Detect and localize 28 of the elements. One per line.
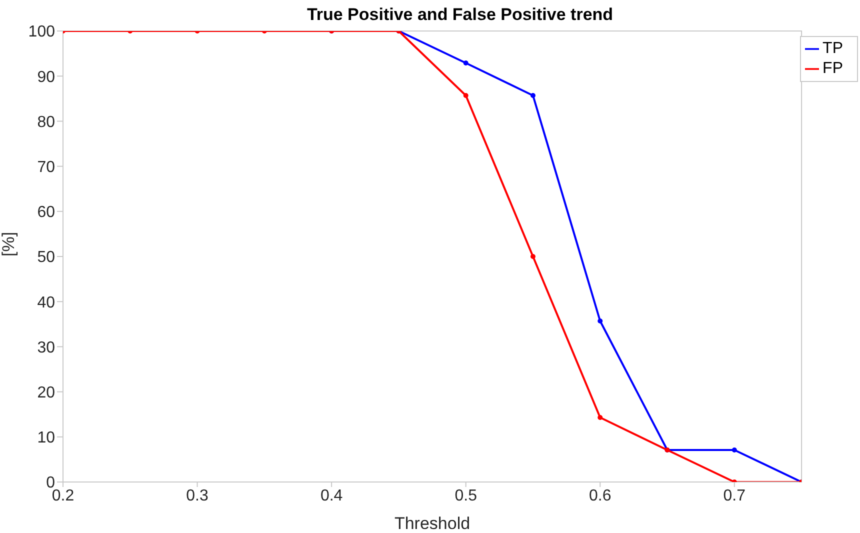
x-axis-title: Threshold <box>394 514 470 533</box>
x-tick-label: 0.3 <box>186 487 208 504</box>
point <box>530 92 536 98</box>
x-tick-label: 0.7 <box>723 487 746 504</box>
x-tick-label: 0.4 <box>320 487 343 504</box>
y-tick-label: 80 <box>37 114 56 131</box>
y-tick-label: 50 <box>37 249 56 266</box>
x-tick-label: 0.5 <box>454 487 478 504</box>
chart-title: True Positive and False Positive trend <box>306 5 614 24</box>
y-tick-label: 30 <box>37 339 56 356</box>
legend-label: TP <box>822 40 843 57</box>
point <box>463 60 468 66</box>
y-tick-label: 90 <box>37 68 56 86</box>
point <box>598 415 603 420</box>
x-tick-label: 0.2 <box>52 487 74 504</box>
y-axis-title: [%] <box>0 232 18 256</box>
point <box>530 254 536 259</box>
point <box>598 318 603 324</box>
y-tick-label: 100 <box>28 24 56 41</box>
y-tick-label: 60 <box>37 204 56 222</box>
x-tick-label: 0.6 <box>589 487 612 504</box>
point <box>463 92 468 98</box>
y-tick-label: 20 <box>37 384 56 402</box>
y-tick-label: 70 <box>37 158 56 176</box>
y-tick-label: 40 <box>37 294 56 312</box>
y-tick-label: 10 <box>37 430 56 447</box>
point <box>732 447 737 452</box>
legend-label: FP <box>822 60 843 77</box>
